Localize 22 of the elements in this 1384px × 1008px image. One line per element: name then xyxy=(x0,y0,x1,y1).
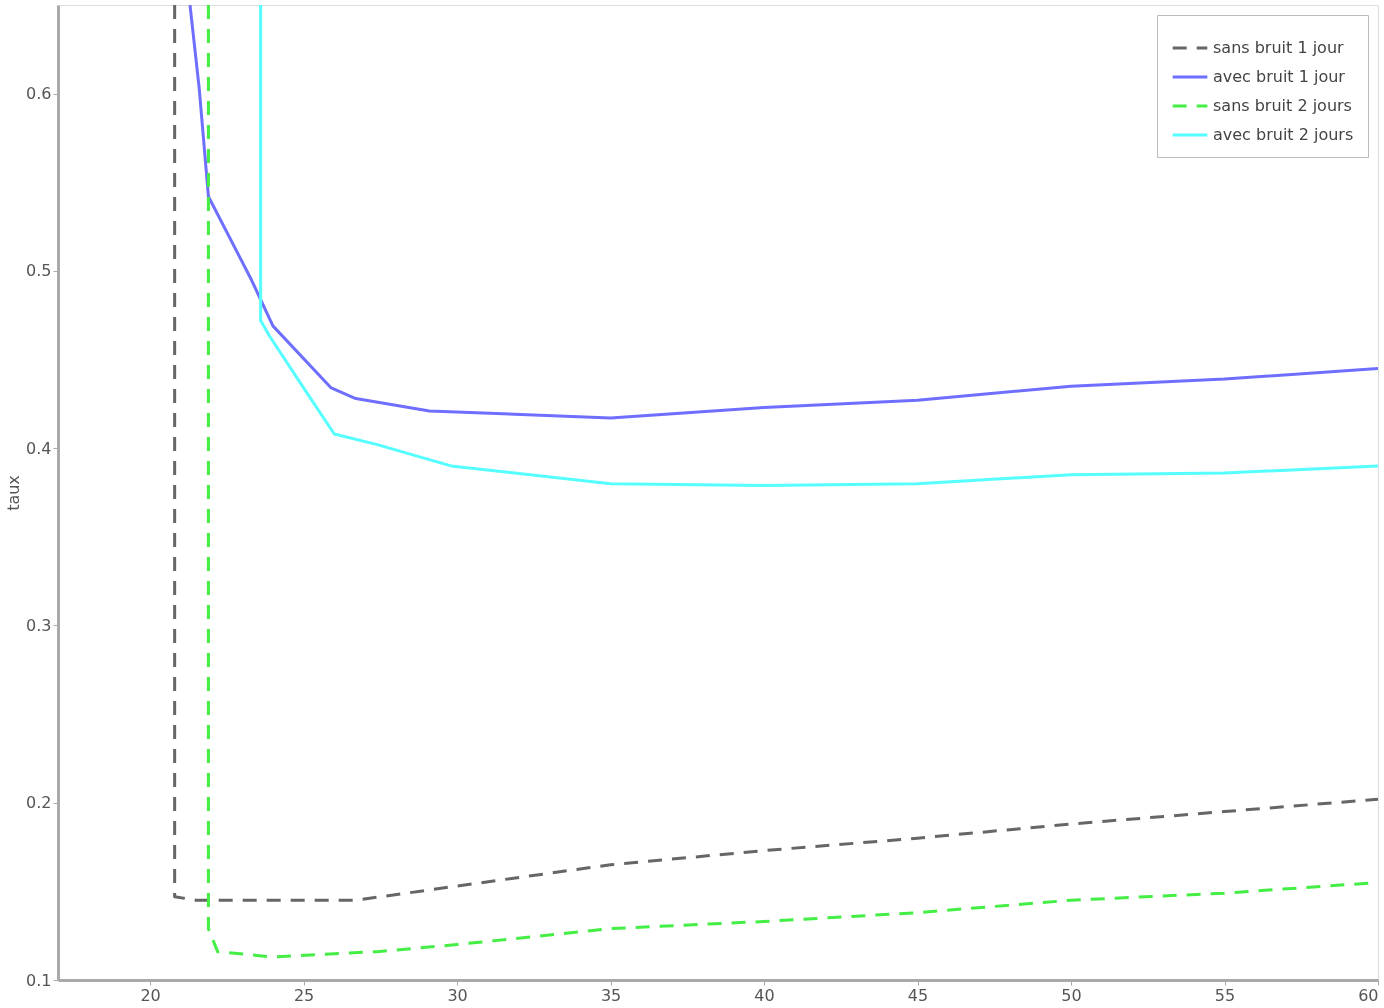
line-series xyxy=(188,5,1378,420)
legend-label: avec bruit 2 jours xyxy=(1213,125,1354,144)
y-tick-label: 0.6 xyxy=(26,84,52,104)
y-tick-label: 0.4 xyxy=(26,438,52,458)
x-tick-label: 35 xyxy=(600,985,622,1005)
y-tick-label: 0.3 xyxy=(26,615,52,635)
x-tick-label: 20 xyxy=(140,985,161,1005)
x-tick-label: 60 xyxy=(1358,985,1379,1005)
x-tick-label: 50 xyxy=(1061,985,1082,1005)
legend-label: avec bruit 1 jour xyxy=(1213,67,1346,86)
x-tick-label: 25 xyxy=(293,985,315,1005)
legend-label: sans bruit 2 jours xyxy=(1213,96,1352,115)
y-tick-label: 0.2 xyxy=(26,793,52,813)
x-tick-label: 55 xyxy=(1214,985,1236,1005)
x-tick-label: 40 xyxy=(754,985,775,1005)
y-axis-title: taux xyxy=(4,475,24,511)
y-tick-label: 0.5 xyxy=(26,261,52,281)
x-tick-label: 30 xyxy=(447,985,468,1005)
y-tick-label: 0.1 xyxy=(26,970,52,990)
line-series xyxy=(259,5,1378,487)
legend-label: sans bruit 1 jour xyxy=(1213,38,1345,57)
x-tick-label: 45 xyxy=(907,985,929,1005)
